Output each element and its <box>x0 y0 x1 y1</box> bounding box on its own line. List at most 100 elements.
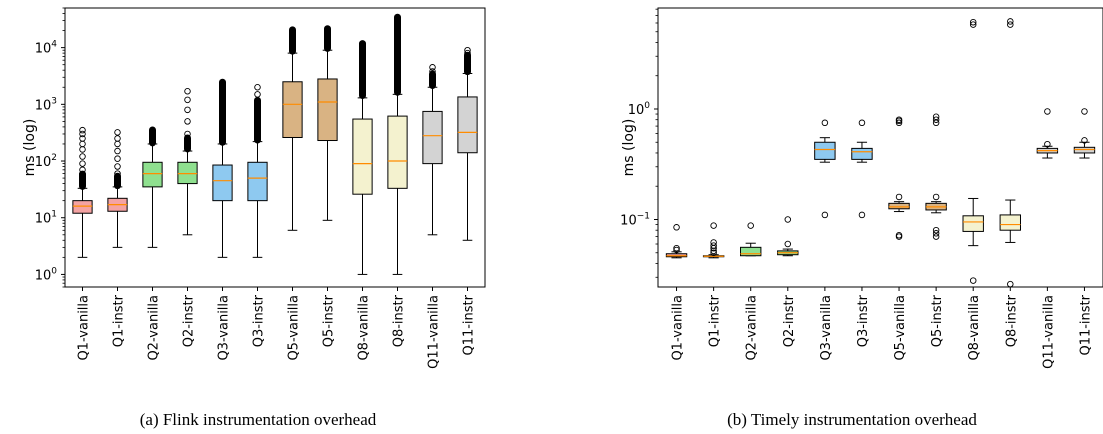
y-tick-base: 10 <box>35 98 52 113</box>
outlier-point <box>79 180 86 187</box>
outlier-point <box>429 78 436 86</box>
box-iqr <box>247 161 268 202</box>
x-tick-label: Q8-instr <box>1004 294 1019 347</box>
box-iqr <box>177 161 198 185</box>
outlier-point <box>184 96 191 104</box>
outlier-point <box>858 211 866 219</box>
box-iqr <box>888 202 910 210</box>
x-tick-label: Q5-vanilla <box>287 295 302 361</box>
outlier-point <box>1007 21 1014 28</box>
y-tick-base: 10 <box>35 268 52 283</box>
x-tick-label: Q11-instr <box>462 294 477 355</box>
outlier-point <box>79 140 86 148</box>
y-tick-base: 10 <box>35 155 52 170</box>
x-tick-label: Q2-vanilla <box>147 295 162 361</box>
x-tick-label: Q2-vanilla <box>745 295 760 361</box>
outlier-point <box>79 153 86 160</box>
outlier-point <box>673 224 680 231</box>
box-iqr <box>212 164 233 202</box>
outlier-cluster <box>254 96 261 144</box>
outlier-point <box>858 119 866 127</box>
y-tick-label: 101 <box>35 210 57 227</box>
y-tick-base: 10 <box>35 42 52 57</box>
x-tick-label: Q1-instr <box>112 294 127 347</box>
box-iqr <box>387 115 408 189</box>
outlier-point <box>969 18 977 26</box>
x-tick-label: Q1-vanilla <box>77 295 92 361</box>
axes-frame <box>657 7 1103 288</box>
outlier-point <box>1044 140 1051 148</box>
outlier-point <box>184 130 191 138</box>
outlier-cluster <box>289 26 296 55</box>
y-tick-exponent: 3 <box>51 96 57 106</box>
box-iqr <box>282 81 303 138</box>
outlier-point <box>79 146 86 153</box>
box-iqr <box>740 246 762 257</box>
outlier-point <box>184 88 191 95</box>
y-tick-exponent: 4 <box>51 40 57 50</box>
x-tick-label: Q11-vanilla <box>427 295 442 369</box>
outlier-point <box>464 56 471 64</box>
y-tick-label: 10−1 <box>620 211 650 228</box>
outlier-point <box>710 242 717 249</box>
outlier-point <box>932 226 940 234</box>
y-tick-exponent: 0 <box>644 101 650 111</box>
box-iqr <box>999 214 1021 231</box>
outlier-cluster <box>219 78 226 146</box>
x-tick-label: Q3-vanilla <box>819 295 834 361</box>
outlier-point <box>710 239 717 246</box>
outlier-point <box>673 246 680 254</box>
y-tick-label: 102 <box>35 153 57 170</box>
box-iqr <box>814 141 836 160</box>
x-tick-label: Q3-instr <box>252 294 267 347</box>
outlier-point <box>464 53 471 60</box>
x-tick-label: Q3-instr <box>856 294 871 347</box>
y-tick-exponent: 2 <box>51 153 57 163</box>
x-tick-label: Q8-vanilla <box>967 295 982 361</box>
box-iqr <box>457 96 478 154</box>
outlier-point <box>254 84 261 91</box>
x-tick-label: Q8-vanilla <box>357 295 372 361</box>
outlier-point <box>710 222 717 229</box>
outlier-point <box>932 193 940 201</box>
outlier-point <box>1007 18 1014 25</box>
x-tick-label: Q11-instr <box>1078 294 1093 355</box>
outlier-point <box>784 240 792 248</box>
outlier-point <box>79 135 86 142</box>
outlier-point <box>114 129 121 136</box>
outlier-point <box>969 277 977 284</box>
y-tick-base: 10 <box>628 103 645 118</box>
x-tick-label: Q5-vanilla <box>893 295 908 361</box>
outlier-cluster <box>184 134 191 153</box>
outlier-point <box>932 233 940 240</box>
box-iqr <box>851 147 873 160</box>
outlier-point <box>79 160 86 167</box>
box-iqr <box>72 200 93 214</box>
x-tick-label: Q2-instr <box>782 294 797 347</box>
outlier-point <box>429 68 436 75</box>
outlier-point <box>1081 137 1088 144</box>
outlier-point <box>932 116 940 123</box>
outlier-point <box>79 126 86 134</box>
y-tick-exponent: −1 <box>637 211 650 221</box>
y-axis-label: ms (log) <box>22 119 38 177</box>
box-iqr <box>317 78 338 142</box>
y-tick-base: 10 <box>35 212 52 227</box>
box-iqr <box>962 215 984 232</box>
caption-flink: (a) Flink instrumentation overhead <box>140 410 377 429</box>
outlier-point <box>114 147 121 155</box>
outlier-point <box>895 193 903 201</box>
outlier-point <box>1007 280 1014 288</box>
outlier-point <box>710 249 717 257</box>
x-tick-label: Q1-vanilla <box>671 295 686 361</box>
x-tick-label: Q3-vanilla <box>217 295 232 361</box>
outlier-point <box>673 244 680 252</box>
outlier-point <box>1044 108 1051 115</box>
x-tick-label: Q11-vanilla <box>1041 295 1056 369</box>
outlier-point <box>149 130 156 138</box>
x-tick-label: Q1-instr <box>708 294 723 347</box>
outlier-point <box>464 49 471 57</box>
x-tick-label: Q2-instr <box>182 294 197 347</box>
